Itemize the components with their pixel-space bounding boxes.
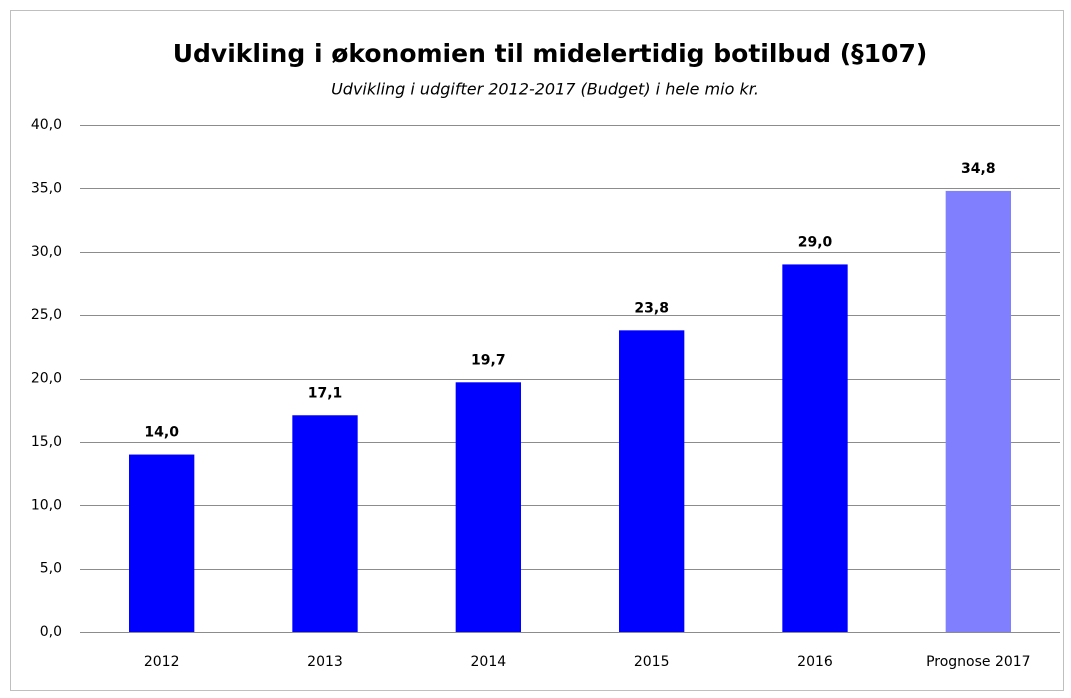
- data-label: 34,8: [961, 161, 996, 177]
- data-label: 23,8: [634, 300, 669, 316]
- y-tick-label: 10,0: [31, 497, 62, 513]
- y-tick-label: 0,0: [40, 624, 62, 640]
- chart-title: Udvikling i økonomien til midelertidig b…: [173, 39, 928, 68]
- y-tick-label: 25,0: [31, 307, 62, 323]
- bar: [945, 190, 1011, 632]
- y-tick-label: 15,0: [31, 434, 62, 450]
- x-tick-label: 2013: [307, 654, 343, 670]
- chart-subtitle: Udvikling i udgifter 2012-2017 (Budget) …: [331, 80, 759, 99]
- x-tick-label: 2016: [797, 654, 833, 670]
- data-label: 19,7: [471, 352, 506, 368]
- data-label: 14,0: [144, 425, 179, 441]
- y-tick-label: 20,0: [31, 371, 62, 387]
- x-tick-label: 2012: [144, 654, 180, 670]
- y-tick-label: 5,0: [40, 561, 62, 577]
- bar: [455, 382, 521, 632]
- data-label: 17,1: [308, 385, 343, 401]
- y-tick-label: 35,0: [31, 180, 62, 196]
- x-tick-label: 2015: [634, 654, 670, 670]
- bar: [619, 330, 685, 632]
- x-tick-label: 2014: [471, 654, 507, 670]
- x-tick-label: Prognose 2017: [926, 654, 1031, 670]
- y-tick-label: 30,0: [31, 244, 62, 260]
- data-label: 29,0: [798, 234, 833, 250]
- bar: [129, 454, 195, 632]
- bar: [292, 415, 358, 632]
- y-tick-label: 40,0: [31, 117, 62, 133]
- bar: [782, 264, 848, 632]
